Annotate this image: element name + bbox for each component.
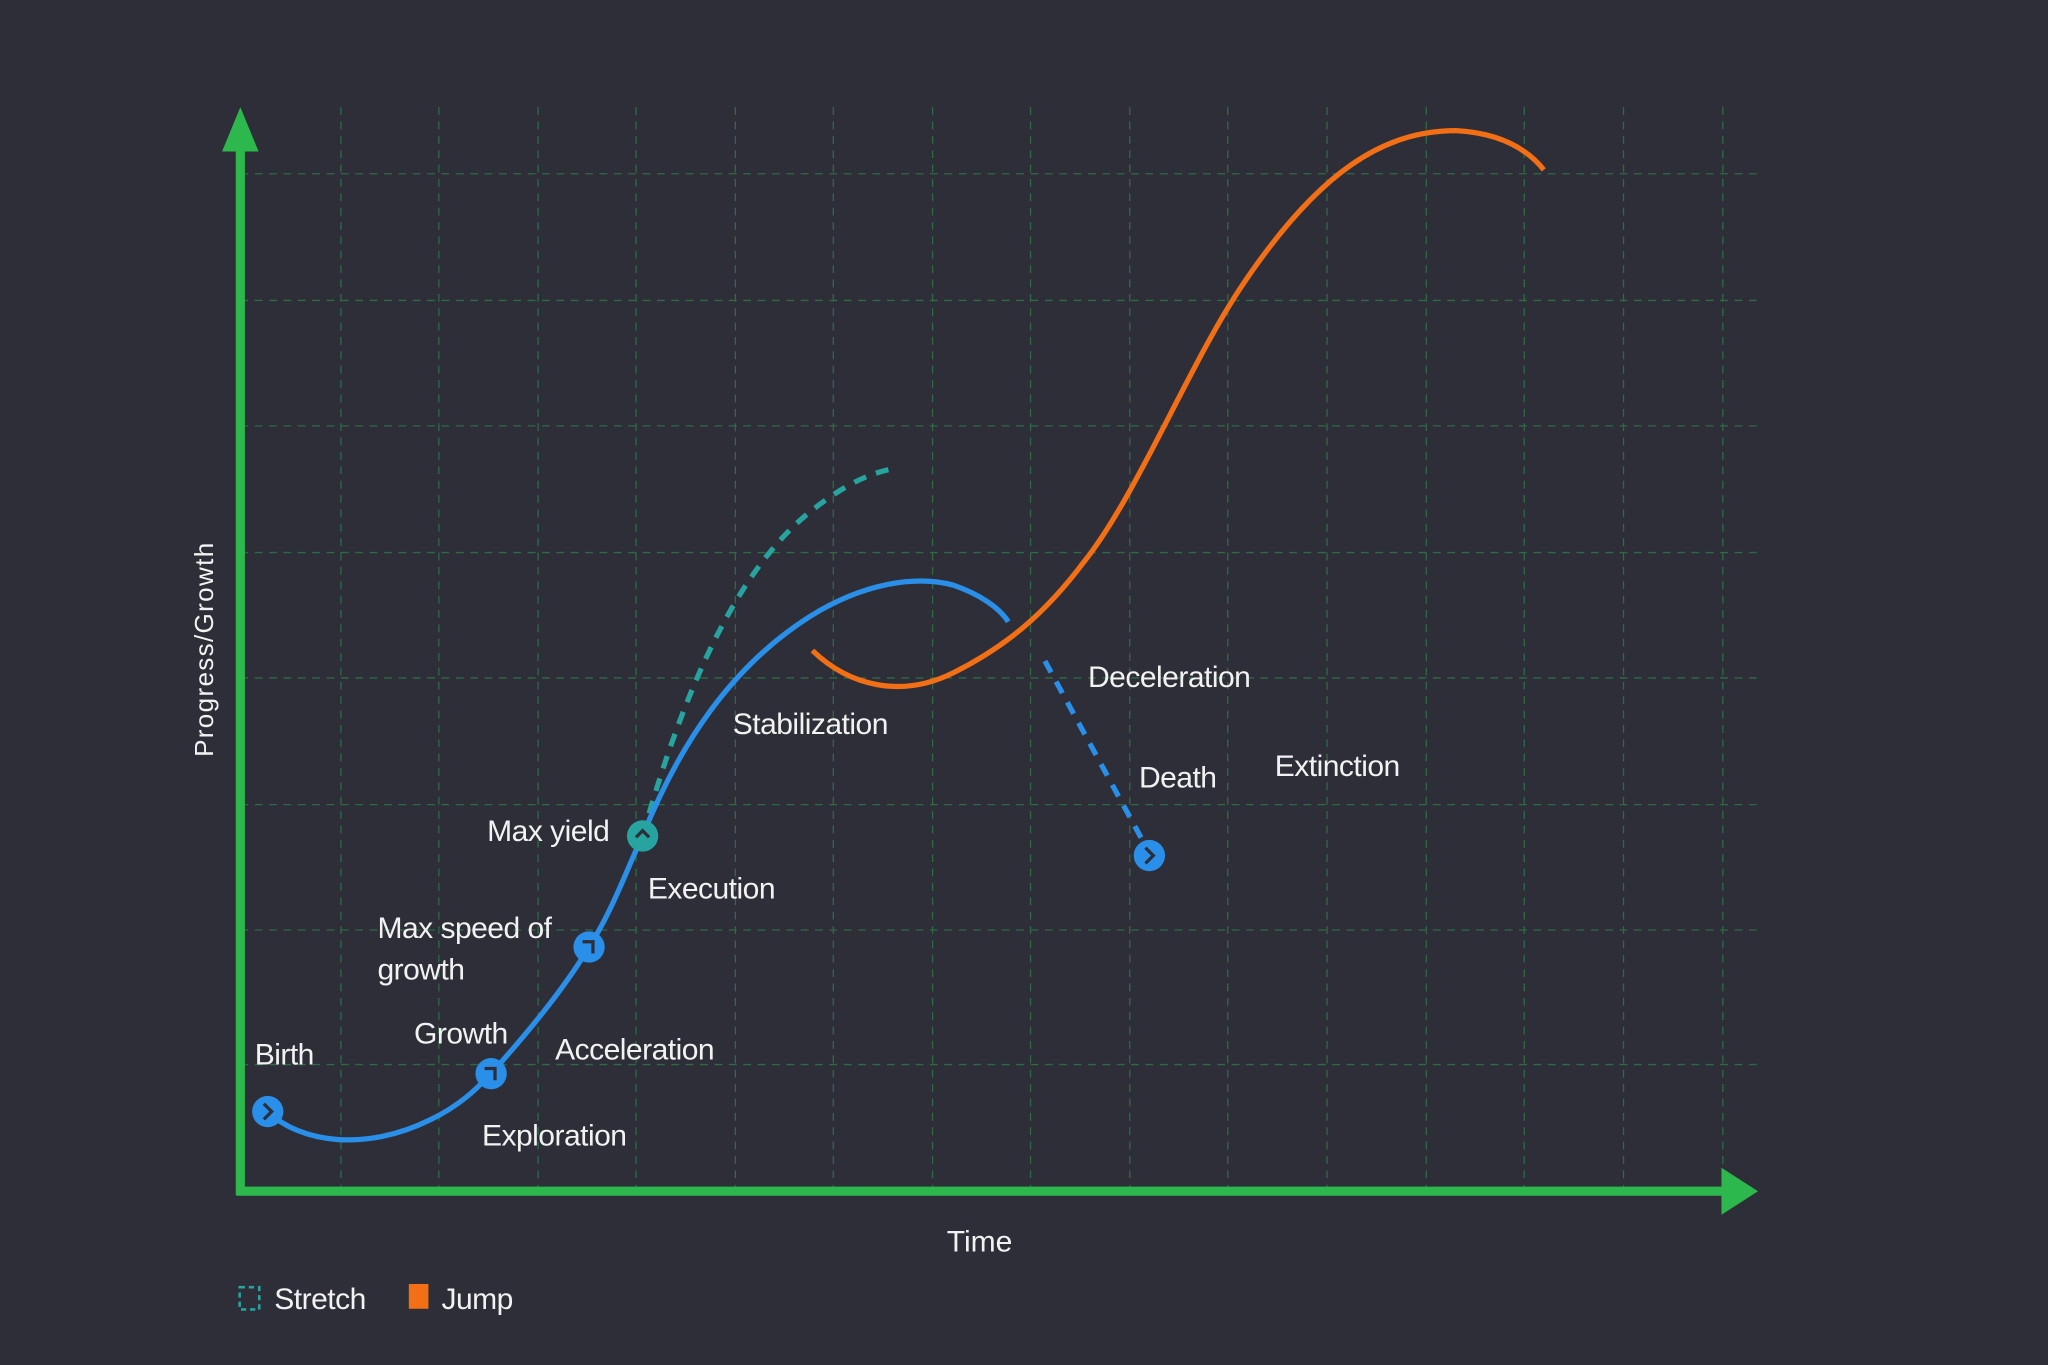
main-curve	[265, 578, 1011, 1143]
x-axis-arrow-icon	[1721, 1167, 1759, 1215]
legend-jump-label: Jump	[441, 1283, 512, 1316]
decline-curve	[1042, 659, 1144, 840]
label-death: Death	[1139, 762, 1217, 795]
y-axis-label: Progress/Growth	[189, 541, 219, 756]
y-axis-arrow-icon	[222, 107, 259, 152]
label-acceleration: Acceleration	[555, 1033, 714, 1066]
legend-jump-swatch	[408, 1283, 429, 1309]
label-execution: Execution	[648, 873, 775, 906]
marker-death	[1133, 839, 1166, 872]
label-exploration: Exploration	[482, 1120, 626, 1153]
chevron-right-icon	[262, 1102, 274, 1121]
chevron-up-icon	[634, 828, 651, 839]
label-deceleration: Deceleration	[1088, 661, 1250, 694]
label-birth: Birth	[255, 1039, 314, 1072]
corner-arrow-icon	[582, 940, 595, 954]
label-max-speed-line1: Max speed of	[377, 912, 552, 945]
x-axis-label: Time	[947, 1225, 1013, 1258]
legend: Stretch Jump	[238, 1283, 513, 1316]
chevron-right-icon	[1144, 846, 1156, 865]
label-growth: Growth	[414, 1018, 508, 1051]
label-max-speed-line2: growth	[377, 954, 464, 987]
marker-growth	[475, 1058, 507, 1090]
marker-max-speed	[573, 931, 605, 963]
legend-stretch-label: Stretch	[274, 1283, 365, 1316]
jump-curve	[810, 128, 1546, 690]
marker-birth	[252, 1095, 284, 1128]
label-stabilization: Stabilization	[733, 708, 888, 741]
stretch-curve	[640, 465, 900, 837]
legend-stretch-swatch	[238, 1285, 261, 1311]
label-extinction: Extinction	[1275, 750, 1400, 783]
corner-arrow-icon	[484, 1066, 497, 1081]
label-max-yield: Max yield	[487, 815, 609, 848]
marker-max-yield	[626, 820, 659, 852]
